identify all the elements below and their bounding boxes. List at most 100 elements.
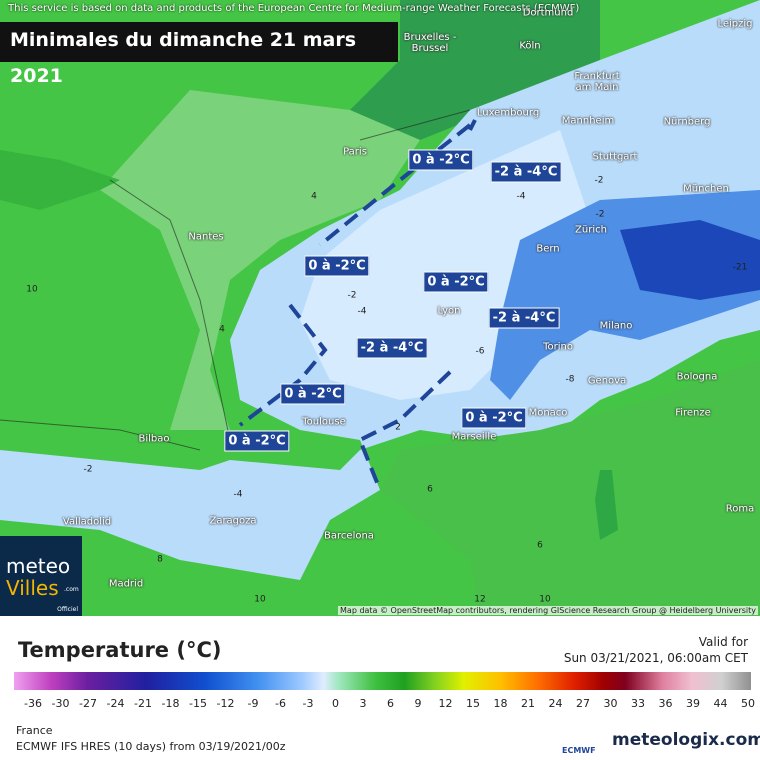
map-title: Minimales du dimanche 21 mars 2021	[0, 22, 398, 87]
legend-tick-label: -6	[275, 697, 286, 710]
badge-line2: Villes	[6, 576, 59, 600]
zone-label: -2 à -4°C	[356, 337, 428, 359]
map-canvas	[0, 0, 760, 616]
city-label: Marseille	[451, 431, 497, 443]
zone-label: 0 à -2°C	[408, 149, 474, 171]
zone-label: 0 à -2°C	[461, 407, 527, 429]
city-label: Frankfurt am Main	[574, 71, 620, 93]
badge-suffix: .com	[64, 586, 79, 593]
city-label: Zürich	[575, 224, 607, 236]
legend-tick-label: 33	[631, 697, 645, 710]
legend-tick-label: 12	[438, 697, 453, 710]
contour-label: 10	[26, 284, 38, 295]
city-label: Zaragoza	[209, 515, 257, 527]
city-label: Nürnberg	[663, 116, 711, 128]
ecmwf-logo: ECMWF	[562, 746, 596, 755]
city-label: Luxembourg	[476, 107, 540, 119]
contour-label: 10	[254, 594, 266, 605]
city-label: Torino	[543, 341, 573, 353]
contour-label: -2	[83, 464, 93, 475]
notice: This service is based on data and produc…	[8, 3, 580, 14]
city-label: Bologna	[676, 371, 718, 383]
contour-label: 2	[395, 422, 401, 433]
color-bar	[14, 672, 751, 690]
contour-label: -21	[732, 262, 748, 273]
zone-boundary	[238, 119, 477, 491]
legend-tick-label: 30	[603, 697, 618, 710]
valid-label: Valid for	[698, 635, 748, 649]
contour-label: 10	[539, 594, 551, 605]
zone-label: 0 à -2°C	[304, 255, 370, 277]
city-label: Paris	[343, 146, 367, 158]
contour-label: 12	[474, 594, 486, 605]
corsica	[595, 470, 618, 540]
legend-tick-label: -15	[189, 697, 207, 710]
brand-logo: meteologix.com	[612, 730, 760, 750]
city-label: Milano	[599, 320, 633, 332]
legend-tick-label: 6	[387, 697, 394, 710]
city-label: Köln	[519, 40, 541, 52]
legend-tick-label: -9	[247, 697, 259, 710]
footer-model: ECMWF IFS HRES (10 days) from 03/19/2021…	[16, 740, 286, 753]
city-label: Dortmund	[522, 7, 574, 19]
city-label: Genova	[587, 375, 627, 387]
city-label: Bruxelles - Brussel	[403, 32, 457, 54]
legend-tick-label: -3	[302, 697, 314, 710]
badge-line1: meteo	[6, 554, 71, 578]
legend-tick-label: -36	[24, 697, 42, 710]
city-label: Lyon	[437, 305, 461, 317]
badge-official: Officiel	[57, 606, 78, 613]
zone-label: 0 à -2°C	[280, 383, 346, 405]
valid-time: Valid for Sun 03/21/2021, 06:00am CET	[564, 634, 748, 666]
contour-label: -8	[565, 374, 575, 385]
contour-label: -2	[594, 175, 604, 186]
brand-badge: meteo Villes .com Officiel	[0, 536, 82, 616]
contour-label: 8	[157, 554, 163, 565]
legend-tick-label: 36	[658, 697, 673, 710]
legend-tick-label: 27	[576, 697, 590, 710]
city-label: Valladolid	[62, 516, 112, 528]
map: This service is based on data and produc…	[0, 0, 760, 616]
city-label: Roma	[725, 503, 755, 515]
city-label: Leipzig	[717, 18, 753, 30]
city-label: Toulouse	[302, 416, 346, 428]
legend-tick-label: 44	[713, 697, 728, 710]
legend-tick-label: -24	[106, 697, 125, 710]
west-france	[100, 90, 420, 430]
legend-tick-label: 15	[466, 697, 480, 710]
legend-tick-label: 3	[359, 697, 367, 710]
legend-tick-label: 21	[521, 697, 535, 710]
contour-label: 4	[311, 191, 317, 202]
legend-tick-label: -12	[216, 697, 235, 710]
contour-label: -2	[347, 290, 357, 301]
city-label: München	[683, 183, 729, 195]
city-label: Bern	[536, 243, 560, 255]
legend-tick-label: -30	[51, 697, 70, 710]
legend-tick-label: 9	[414, 697, 422, 710]
legend-tick-label: -27	[79, 697, 97, 710]
city-label: Stuttgart	[592, 151, 638, 163]
legend-title: Temperature (°C)	[18, 638, 222, 662]
legend-tick-label: 24	[548, 697, 563, 710]
legend-tick-label: 18	[493, 697, 508, 710]
contour-label: -4	[516, 191, 526, 202]
zone-label: 0 à -2°C	[423, 271, 489, 293]
city-label: Firenze	[675, 407, 711, 419]
city-label: Mannheim	[561, 115, 615, 127]
contour-label: -4	[357, 306, 367, 317]
footer-region: France	[16, 724, 53, 737]
contour-label: 6	[427, 484, 433, 495]
city-label: Nantes	[188, 231, 224, 243]
contour-label: -2	[595, 209, 605, 220]
legend-tick-label: 0	[332, 697, 339, 710]
city-label: Bilbao	[138, 433, 170, 445]
contour-label: 4	[219, 324, 225, 335]
zone-label: -2 à -4°C	[488, 307, 560, 329]
legend-tick-label: -18	[161, 697, 180, 710]
borders	[0, 109, 471, 451]
city-label: Barcelona	[324, 530, 374, 542]
zone-label: -2 à -4°C	[490, 161, 562, 183]
zone-label: 0 à -2°C	[224, 430, 290, 452]
alps-colder	[620, 220, 760, 300]
